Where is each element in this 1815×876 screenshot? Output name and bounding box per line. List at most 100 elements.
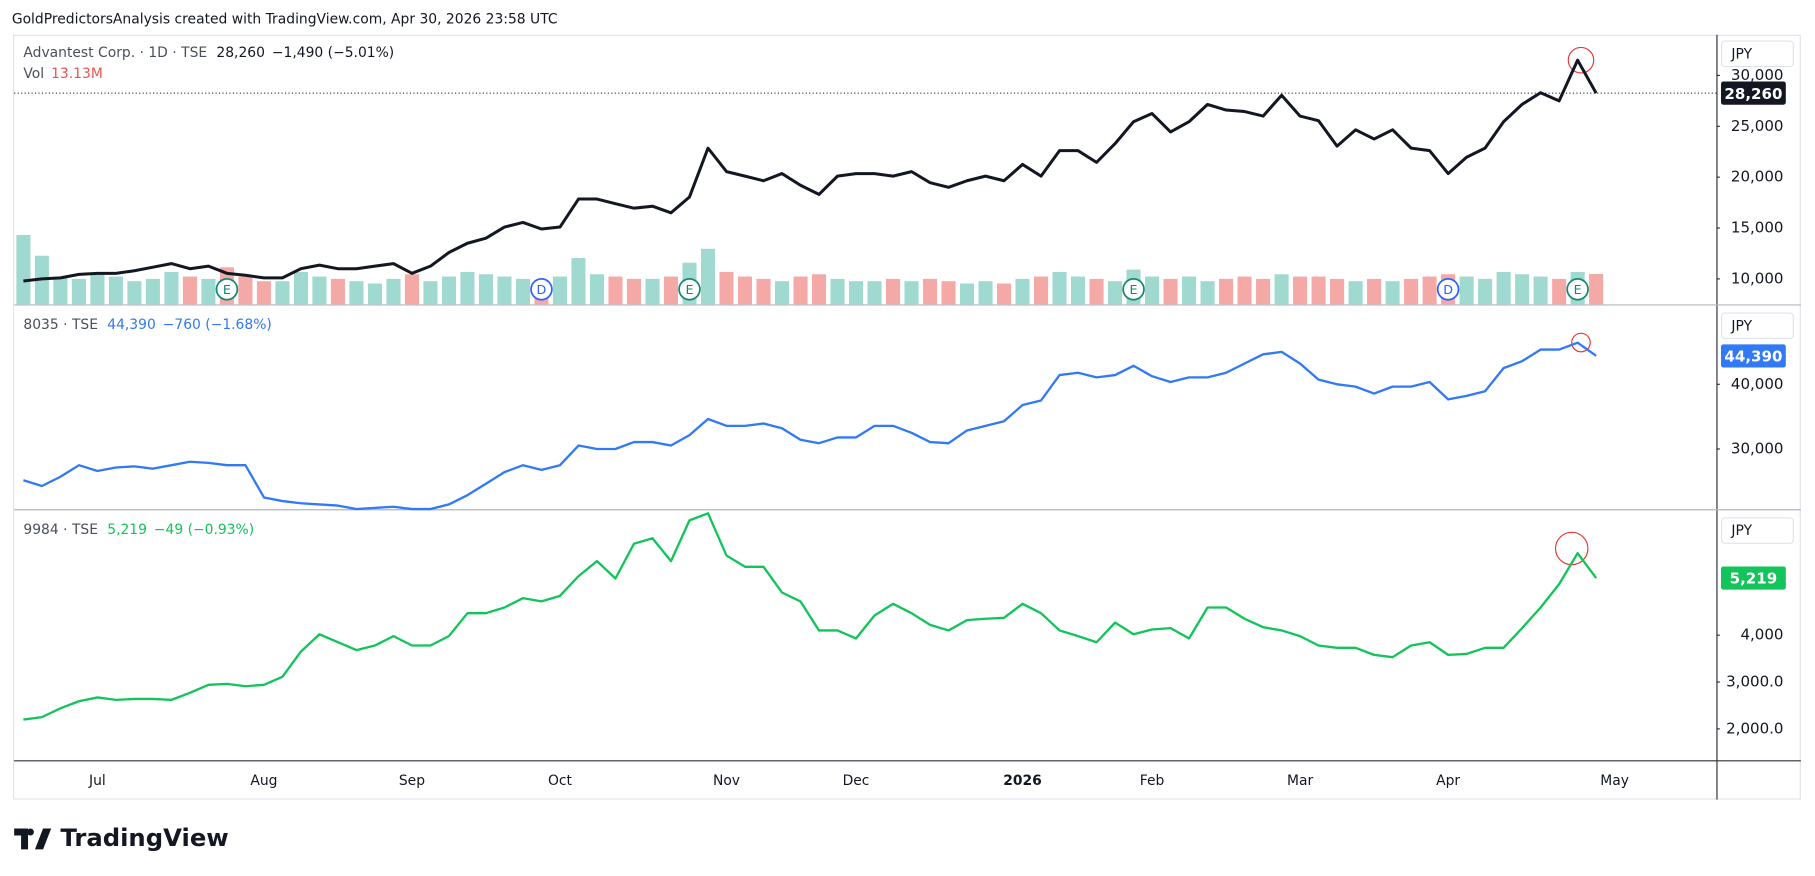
event-label: D <box>1443 282 1453 297</box>
volume-bar <box>1052 271 1067 305</box>
volume-bar <box>719 271 734 305</box>
y-tick-label: 3,000.0 <box>1726 673 1783 691</box>
volume-bar <box>441 276 456 305</box>
volume-bar <box>293 271 308 305</box>
volume-bar <box>478 274 493 305</box>
y-tick-label: 30,000 <box>1731 66 1784 84</box>
x-tick-label: Jul <box>88 773 106 789</box>
logo: TradingView <box>14 823 229 852</box>
currency-box <box>1721 40 1794 68</box>
volume-bar <box>811 274 827 305</box>
volume-bar <box>1145 276 1160 305</box>
legend-change: −760 (−1.68%) <box>163 317 272 333</box>
volume-bar <box>941 281 956 305</box>
event-badge <box>678 278 701 301</box>
price-tag <box>1721 81 1786 105</box>
x-tick-label: Sep <box>399 773 425 789</box>
volume-bar <box>108 276 123 305</box>
volume-bar <box>1163 278 1178 305</box>
volume-bar <box>626 278 642 305</box>
event-badge <box>1436 278 1460 301</box>
volume-bar <box>1422 276 1437 305</box>
volume-bar <box>164 271 179 305</box>
volume-bar <box>275 281 290 305</box>
volume-bar <box>90 274 105 305</box>
currency-label: JPY <box>1730 523 1752 539</box>
x-tick-label: Nov <box>713 773 740 789</box>
x-tick-label: Feb <box>1140 773 1165 789</box>
peak-highlight <box>1567 46 1595 74</box>
y-tick-label: 25,000 <box>1731 117 1784 135</box>
volume-bar <box>867 281 882 305</box>
legend-title: 8035 · TSE <box>23 317 98 333</box>
legend: Advantest Corp. · 1D · TSE 28,260 −1,490 (… <box>23 45 394 61</box>
event-marker: E <box>1122 278 1145 301</box>
legend: 9984 · TSE 5,219 −49 (−0.93%) <box>23 522 254 538</box>
event-label: E <box>223 282 231 297</box>
volume-bar <box>1219 278 1234 305</box>
volume-bar <box>53 276 68 305</box>
volume-bar <box>737 276 753 305</box>
logo-text: TradingView <box>60 823 228 852</box>
volume-bar <box>127 281 142 305</box>
volume-bar <box>1015 278 1030 305</box>
volume-bar <box>238 276 253 305</box>
y-tick-label: 10,000 <box>1731 269 1784 287</box>
y-tick-label: 20,000 <box>1731 168 1784 186</box>
volume-bar <box>589 274 605 305</box>
volume-bar <box>885 278 901 305</box>
legend-price: 28,260 <box>216 45 265 61</box>
x-tick-label: Oct <box>548 773 573 789</box>
y-tick-label: 40,000 <box>1731 375 1784 393</box>
volume-bar <box>1367 278 1382 305</box>
volume-value: 13.13M <box>51 66 103 82</box>
legend-title: Advantest Corp. · 1D · TSE <box>23 45 207 61</box>
event-label: E <box>685 282 693 297</box>
volume-bar <box>1293 276 1308 305</box>
volume-bar <box>830 278 845 305</box>
volume-bar <box>1034 276 1049 305</box>
event-badge <box>1566 278 1589 301</box>
header: GoldPredictorsAnalysis created with Trad… <box>12 12 558 28</box>
volume-bar <box>1478 278 1493 305</box>
volume-bar <box>423 281 438 305</box>
legend-price: 44,390 <box>107 317 156 333</box>
volume-bar <box>349 281 364 305</box>
price-line <box>23 512 1598 721</box>
volume-bar <box>571 258 586 305</box>
volume-bar <box>552 276 568 305</box>
volume-bar <box>700 248 716 305</box>
price-tag-label: 5,219 <box>1730 570 1778 588</box>
event-label: E <box>1130 282 1138 297</box>
volume-bar <box>1274 274 1289 305</box>
y-tick-label: 2,000.0 <box>1726 719 1783 737</box>
volume-bar <box>756 278 771 305</box>
volume-bar <box>1589 273 1604 305</box>
frame <box>12 34 1801 800</box>
x-tick-label: Aug <box>250 773 277 789</box>
volume-bar <box>1108 281 1123 305</box>
volume-bar <box>1330 278 1345 305</box>
volume-bar <box>1071 276 1086 305</box>
volume-bar <box>1089 278 1104 305</box>
volume-bar <box>959 283 975 305</box>
volume-bar <box>460 271 475 305</box>
price-tag <box>1721 344 1786 368</box>
legend-change: −1,490 (−5.01%) <box>272 45 394 61</box>
volume-bar <box>16 234 31 305</box>
volume-bar <box>1256 278 1271 305</box>
event-badge <box>530 278 553 301</box>
price-tag <box>1721 566 1786 590</box>
currency-box <box>1721 517 1794 544</box>
volume-bar <box>201 278 216 305</box>
volume-bar <box>330 278 345 305</box>
event-label: D <box>537 282 547 297</box>
currency-label: JPY <box>1730 46 1752 62</box>
event-marker: E <box>1566 278 1589 301</box>
y-tick-label: 30,000 <box>1731 439 1784 457</box>
volume-bar <box>1237 276 1252 305</box>
volume-bar <box>71 278 86 305</box>
